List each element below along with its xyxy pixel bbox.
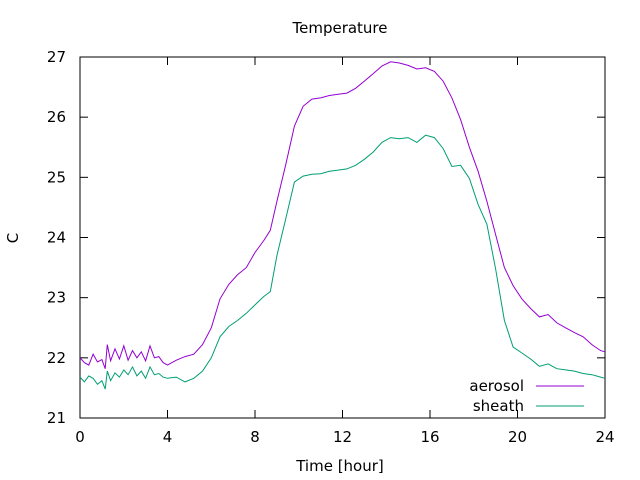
y-tick-label: 23	[47, 289, 66, 307]
x-tick-label: 0	[75, 428, 85, 446]
x-tick-label: 16	[420, 428, 439, 446]
y-tick-label: 22	[47, 349, 66, 367]
x-tick-label: 12	[333, 428, 352, 446]
y-tick-label: 27	[47, 48, 66, 66]
plot-border	[79, 56, 606, 419]
y-tick-label: 24	[47, 229, 66, 247]
plot-area: 0 4 8 12 16 20 24 21 22 23 24 25 26 27 aerosol sheath	[47, 48, 615, 446]
series-line-sheath	[79, 134, 606, 390]
x-axis-label: Time [hour]	[295, 457, 384, 475]
y-tick-label: 26	[47, 108, 66, 126]
legend-label-aerosol: aerosol	[469, 377, 524, 395]
x-tick-label: 4	[163, 428, 173, 446]
y-axis-label: C	[4, 233, 22, 243]
y-tick-label: 21	[47, 409, 66, 427]
legend-label-sheath: sheath	[473, 397, 524, 415]
chart-title: Temperature	[291, 19, 387, 37]
series-line-aerosol	[79, 61, 606, 369]
x-tick-label: 20	[508, 428, 527, 446]
x-tick-label: 8	[250, 428, 260, 446]
x-tick-label: 24	[595, 428, 614, 446]
y-tick-label: 25	[47, 168, 66, 186]
